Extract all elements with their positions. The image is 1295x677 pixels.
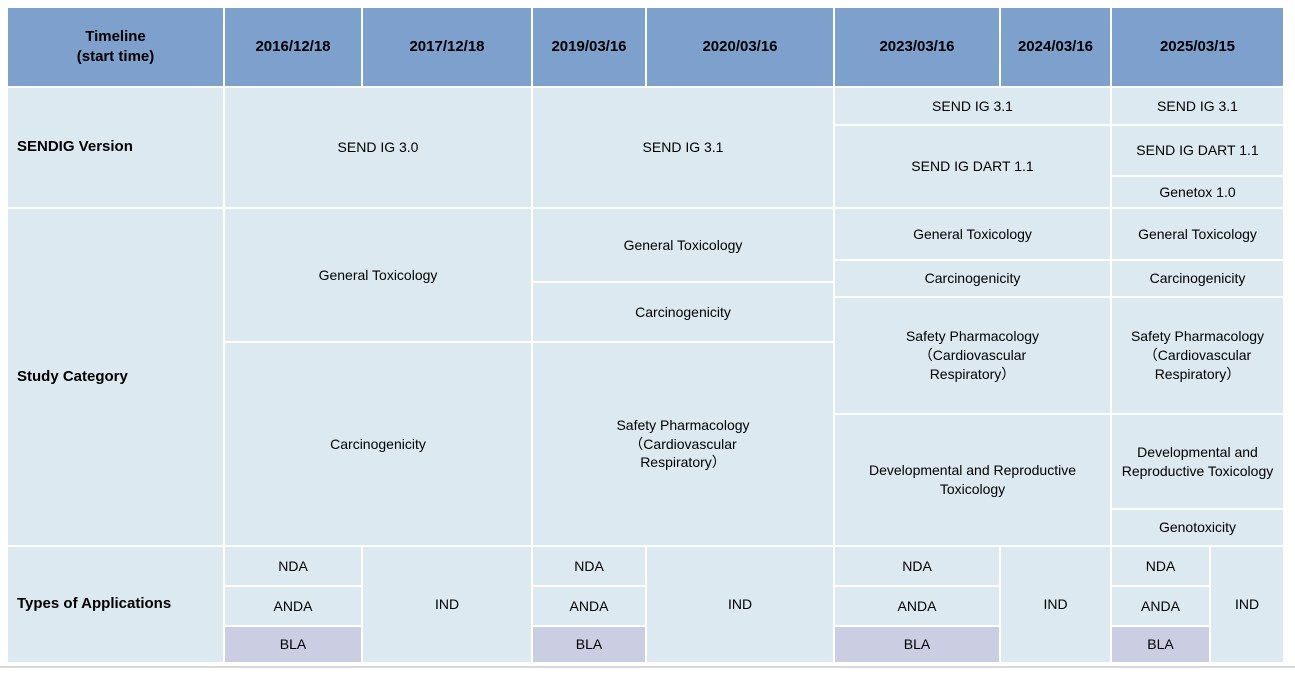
- cell-study-gentox-2019-2020: General Toxicology: [533, 209, 833, 281]
- cell-sendig-ig31-2023-2024: SEND IG 3.1: [835, 88, 1110, 124]
- cell-study-carcinogenicity-2019-2020: Carcinogenicity: [533, 283, 833, 341]
- header-date-2016-12-18: 2016/12/18: [225, 8, 361, 86]
- cell-sendig-dart-2023-2024: SEND IG DART 1.1: [835, 126, 1110, 207]
- cell-study-dev-repro-tox-2023-2024: Developmental and Reproductive Toxicolog…: [835, 415, 1110, 545]
- cell-sendig-genetox-2025: Genetox 1.0: [1112, 177, 1283, 207]
- header-date-2024-03-16: 2024/03/16: [1001, 8, 1110, 86]
- cell-study-gentox-2025: General Toxicology: [1112, 209, 1283, 259]
- cell-study-carcinogenicity-2023-2024: Carcinogenicity: [835, 261, 1110, 296]
- header-date-2017-12-18: 2017/12/18: [363, 8, 531, 86]
- cell-apps-ind-2017: IND: [363, 547, 531, 662]
- header-timeline-label: Timeline (start time): [8, 8, 223, 86]
- cell-apps-nda-2016: NDA: [225, 547, 361, 585]
- cell-study-genotoxicity-2025: Genotoxicity: [1112, 510, 1283, 545]
- header-date-2019-03-16: 2019/03/16: [533, 8, 645, 86]
- cell-apps-bla-2023: BLA: [835, 627, 999, 662]
- cell-sendig-ig30-2016-2017: SEND IG 3.0: [225, 88, 531, 207]
- cell-apps-bla-2025: BLA: [1112, 627, 1209, 662]
- row-label-sendig-version: SENDIG Version: [8, 88, 223, 207]
- cell-study-safety-pharmacology-2023-2024: Safety Pharmacology （Cardiovascular Resp…: [835, 298, 1110, 413]
- header-date-2025-03-15: 2025/03/15: [1112, 8, 1283, 86]
- cell-study-gentox-2023-2024: General Toxicology: [835, 209, 1110, 259]
- cell-apps-anda-2025: ANDA: [1112, 587, 1209, 625]
- cell-apps-anda-2023: ANDA: [835, 587, 999, 625]
- cell-apps-ind-2024: IND: [1001, 547, 1110, 662]
- cell-apps-ind-2025: IND: [1211, 547, 1283, 662]
- slide-bottom-divider: [0, 666, 1295, 668]
- cell-study-safety-pharmacology-2019-2020: Safety Pharmacology （Cardiovascular Resp…: [533, 343, 833, 545]
- header-timeline-line1: Timeline: [85, 27, 146, 45]
- row-label-study-category: Study Category: [8, 209, 223, 545]
- cell-apps-nda-2019: NDA: [533, 547, 645, 585]
- cell-apps-bla-2019: BLA: [533, 627, 645, 662]
- cell-apps-bla-2016: BLA: [225, 627, 361, 662]
- cell-apps-anda-2016: ANDA: [225, 587, 361, 625]
- cell-study-carcinogenicity-2025: Carcinogenicity: [1112, 261, 1283, 296]
- row-label-types-of-applications: Types of Applications: [8, 547, 223, 662]
- cell-study-safety-pharmacology-2025: Safety Pharmacology （Cardiovascular Resp…: [1112, 298, 1283, 413]
- header-timeline-line2: (start time): [76, 48, 155, 65]
- cell-apps-nda-2023: NDA: [835, 547, 999, 585]
- cell-apps-anda-2019: ANDA: [533, 587, 645, 625]
- cell-sendig-ig31-2019-2020: SEND IG 3.1: [533, 88, 833, 207]
- cell-sendig-dart-2025: SEND IG DART 1.1: [1112, 126, 1283, 175]
- cell-apps-nda-2025: NDA: [1112, 547, 1209, 585]
- cell-study-carcinogenicity-2016-2017: Carcinogenicity: [225, 343, 531, 545]
- send-implementation-table: Timeline (start time) 2016/12/18 2017/12…: [8, 8, 1283, 662]
- cell-apps-ind-2020: IND: [647, 547, 833, 662]
- cell-study-gentox-2016-2017: General Toxicology: [225, 209, 531, 341]
- header-date-2023-03-16: 2023/03/16: [835, 8, 999, 86]
- cell-sendig-ig31-2025: SEND IG 3.1: [1112, 88, 1283, 124]
- cell-study-dev-repro-tox-2025: Developmental and Reproductive Toxicolog…: [1112, 415, 1283, 508]
- header-date-2020-03-16: 2020/03/16: [647, 8, 833, 86]
